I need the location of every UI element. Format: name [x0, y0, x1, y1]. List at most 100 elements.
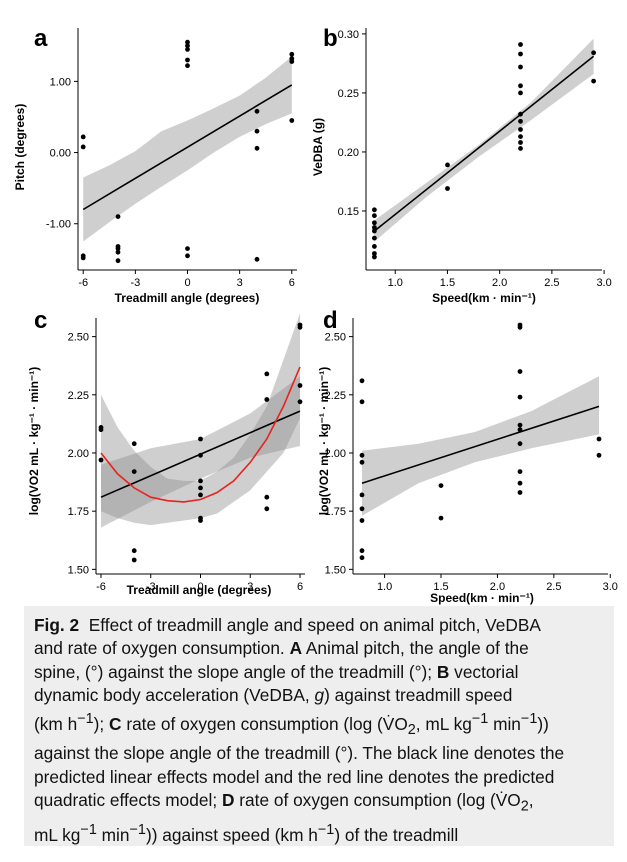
- linear-fit-line: [373, 55, 595, 232]
- x-tick-label: -6: [78, 277, 88, 289]
- data-point: [517, 480, 523, 486]
- data-point: [517, 441, 523, 447]
- caption-text-b3: ) against treadmill speed: [324, 685, 513, 706]
- y-tick-label: 0.30: [338, 29, 359, 41]
- data-point: [518, 127, 523, 132]
- y-tick-label: -1.00: [46, 219, 71, 231]
- data-point: [517, 394, 523, 400]
- data-point: [372, 244, 377, 249]
- caption-text-d3: min: [96, 824, 130, 845]
- caption-title-line2: and rate of oxygen consumption.: [34, 638, 285, 659]
- panel-letter: d: [323, 307, 338, 334]
- data-point: [185, 246, 190, 252]
- data-point: [518, 42, 523, 47]
- data-point: [372, 220, 377, 226]
- data-point: [264, 494, 270, 500]
- x-tick-label: -6: [96, 581, 106, 593]
- caption-text-c7: quadratic effects model;: [34, 790, 218, 811]
- caption-sup: −1: [471, 710, 489, 727]
- data-point: [264, 371, 270, 377]
- data-point: [297, 324, 303, 330]
- data-point: [264, 506, 270, 512]
- data-point: [289, 51, 295, 57]
- x-tick-label: 2.5: [546, 581, 561, 593]
- y-tick-label: 0.00: [50, 148, 71, 160]
- data-point: [254, 145, 260, 151]
- data-point: [372, 213, 377, 219]
- data-point: [185, 39, 190, 45]
- data-point: [359, 399, 365, 405]
- data-point: [98, 457, 104, 463]
- data-point: [438, 483, 444, 488]
- data-point: [115, 246, 121, 252]
- data-point: [80, 255, 86, 261]
- linear-confidence-band: [101, 376, 300, 528]
- data-point: [591, 78, 596, 84]
- linear-fit-line: [361, 405, 600, 484]
- data-point: [80, 144, 86, 150]
- data-point: [372, 207, 377, 213]
- y-tick-label: 0.15: [338, 206, 359, 218]
- data-point: [198, 478, 203, 484]
- x-tick-label: 3.0: [603, 581, 618, 593]
- x-tick-label: 1.5: [440, 277, 455, 289]
- data-point: [517, 427, 523, 433]
- x-axis-title: Treadmill angle (degrees): [115, 291, 260, 305]
- panel-c: -6 -3 0 3 6 1.50 1.75 2.00 2.25 2.50 c Treadmill an…: [27, 307, 305, 597]
- data-point: [185, 43, 190, 49]
- caption-sup: −1: [520, 710, 538, 727]
- caption-sub: 2: [407, 721, 416, 738]
- x-tick-label: 1.0: [377, 581, 392, 593]
- data-point: [372, 254, 377, 260]
- data-point: [359, 459, 365, 465]
- caption-text-b5: );: [93, 713, 105, 734]
- x-tick-label: 3: [247, 581, 253, 593]
- data-point: [518, 118, 523, 124]
- caption-text-d5: ) of the treadmill: [334, 824, 459, 845]
- caption-o2: O: [507, 790, 521, 811]
- y-axis-title: log(VO2 mL · kg⁻¹ · min⁻¹): [27, 367, 41, 515]
- data-point: [517, 422, 523, 428]
- data-point: [131, 469, 137, 474]
- y-tick-label: 2.50: [325, 332, 346, 344]
- data-point: [517, 369, 523, 374]
- caption-ref-d: D: [221, 790, 235, 811]
- data-point: [198, 452, 203, 458]
- data-point: [289, 118, 295, 123]
- data-point: [359, 378, 365, 384]
- x-axis-title: Treadmill angle (degrees): [127, 583, 272, 597]
- caption-text-c5: against the slope angle of the treadmill…: [34, 743, 565, 764]
- y-tick-label: 0.20: [338, 147, 359, 159]
- data-point: [80, 134, 86, 140]
- data-point: [98, 427, 104, 433]
- linear-fit-line: [82, 84, 293, 211]
- data-point: [185, 253, 190, 259]
- x-axis-title: Speed(km · min⁻¹): [430, 591, 534, 605]
- data-point: [359, 555, 365, 561]
- y-tick-label: 1.50: [325, 564, 346, 576]
- y-tick-label: 2.50: [68, 332, 89, 344]
- caption-ref-a: A: [289, 638, 303, 659]
- x-tick-label: -3: [130, 277, 140, 289]
- data-point: [185, 63, 190, 69]
- x-tick-label: 1.0: [388, 277, 403, 289]
- data-point: [131, 557, 137, 563]
- y-tick-label: 1.00: [50, 76, 71, 88]
- figure-caption: Fig. 2 Effect of treadmill angle and spe…: [24, 606, 614, 846]
- caption-text-c4: )): [537, 713, 549, 734]
- data-point: [372, 228, 377, 234]
- data-point: [596, 452, 602, 458]
- data-point: [518, 134, 523, 140]
- x-tick-label: 2.0: [492, 277, 507, 289]
- data-point: [438, 515, 444, 521]
- data-point: [596, 436, 602, 442]
- caption-text-c3: min: [488, 713, 521, 734]
- caption-text-b4: (km h: [34, 713, 78, 734]
- x-axis-title: Speed(km · min⁻¹): [432, 291, 536, 305]
- data-point: [115, 258, 121, 264]
- data-point: [518, 111, 523, 117]
- caption-text-c6: predicted linear effects model and the r…: [34, 766, 555, 787]
- caption-sub: 2: [520, 798, 529, 815]
- data-point: [115, 214, 121, 220]
- y-axis-title: Pitch (degrees): [13, 104, 27, 191]
